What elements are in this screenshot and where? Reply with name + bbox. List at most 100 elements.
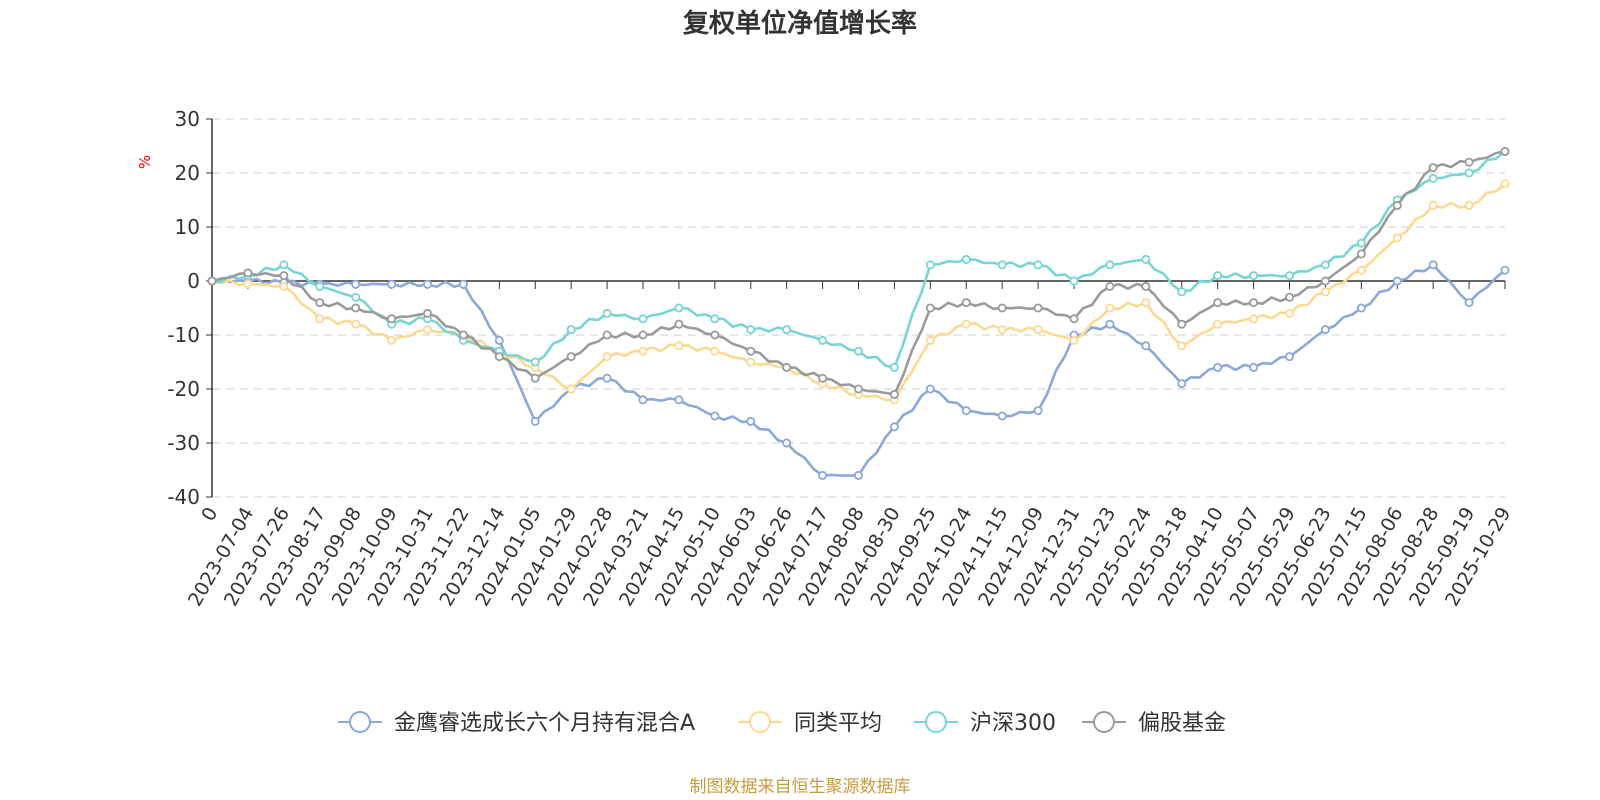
data-point <box>1033 260 1043 270</box>
data-point <box>1392 276 1402 286</box>
data-point <box>674 303 684 313</box>
data-point <box>1285 271 1295 281</box>
data-point <box>1500 265 1510 275</box>
data-point <box>710 411 720 421</box>
chart-title: 复权单位净值增长率 <box>683 8 917 39</box>
data-point <box>566 384 576 394</box>
data-point <box>889 362 899 372</box>
data-point <box>315 314 325 324</box>
source-note: 制图数据来自恒生聚源数据库 <box>690 777 911 797</box>
data-point <box>925 260 935 270</box>
data-point <box>1285 352 1295 362</box>
data-point <box>351 319 361 329</box>
data-point <box>351 279 361 289</box>
legend-marker-icon <box>349 711 371 733</box>
legend-marker-icon <box>749 711 771 733</box>
data-point <box>1356 265 1366 275</box>
legend-label: 沪深300 <box>970 711 1056 736</box>
legend-item-2[interactable]: 沪深300 <box>914 711 1056 736</box>
y-tick-label: -40 <box>167 485 200 509</box>
data-point <box>1320 325 1330 335</box>
data-point <box>351 303 361 313</box>
data-point <box>1464 168 1474 178</box>
data-point <box>854 470 864 480</box>
data-point <box>1177 287 1187 297</box>
data-point <box>638 330 648 340</box>
data-point <box>818 373 828 383</box>
gridlines <box>212 118 1505 498</box>
y-tick-label: 20 <box>175 161 200 185</box>
series-line-0 <box>211 263 1506 477</box>
data-point <box>997 303 1007 313</box>
data-point <box>746 346 756 356</box>
y-tick-labels: 30 20 10 0 -10 -20 -30 -40 <box>167 107 200 509</box>
data-point <box>530 357 540 367</box>
data-point <box>422 325 432 335</box>
data-point <box>1177 379 1187 389</box>
series-line-3 <box>211 150 1506 396</box>
x-tick-label: 0 <box>197 504 222 525</box>
data-point <box>1141 254 1151 264</box>
data-point <box>961 298 971 308</box>
data-point <box>1320 260 1330 270</box>
data-point <box>566 352 576 362</box>
data-point <box>602 308 612 318</box>
data-point <box>602 352 612 362</box>
data-point <box>315 298 325 308</box>
legend-item-3[interactable]: 偏股基金 <box>1082 711 1226 736</box>
data-point <box>387 314 397 324</box>
data-point <box>710 346 720 356</box>
data-point <box>458 279 468 289</box>
data-point <box>494 335 504 345</box>
data-point <box>1033 303 1043 313</box>
data-point <box>961 319 971 329</box>
data-point <box>458 330 468 340</box>
legend-item-1[interactable]: 同类平均 <box>738 711 882 736</box>
data-point <box>1249 362 1259 372</box>
data-point <box>279 271 289 281</box>
data-point <box>1428 260 1438 270</box>
data-point <box>1356 249 1366 259</box>
data-point <box>782 325 792 335</box>
legend-label: 偏股基金 <box>1138 711 1226 736</box>
data-point <box>997 260 1007 270</box>
data-point <box>638 314 648 324</box>
y-tick-label: -10 <box>167 323 200 347</box>
legend-item-0[interactable]: 金鹰睿选成长六个月持有混合A <box>338 711 695 736</box>
data-point <box>710 314 720 324</box>
data-point <box>279 281 289 291</box>
legend[interactable]: 金鹰睿选成长六个月持有混合A 同类平均 沪深300 偏股基金 <box>338 711 1226 736</box>
data-point <box>279 260 289 270</box>
data-point <box>638 346 648 356</box>
series-line-1 <box>211 182 1506 402</box>
data-point <box>746 416 756 426</box>
axes <box>206 118 1506 498</box>
data-point <box>854 384 864 394</box>
data-point <box>1105 281 1115 291</box>
data-point <box>530 416 540 426</box>
data-point <box>710 330 720 340</box>
data-point <box>387 335 397 345</box>
data-point <box>1392 233 1402 243</box>
data-point <box>782 438 792 448</box>
data-point <box>1141 298 1151 308</box>
data-point <box>961 254 971 264</box>
data-point <box>1177 341 1187 351</box>
data-point <box>530 373 540 383</box>
data-point <box>1285 308 1295 318</box>
data-point <box>1285 292 1295 302</box>
y-tick-label: 30 <box>175 107 200 131</box>
data-point <box>1033 406 1043 416</box>
y-tick-label: 0 <box>187 269 200 293</box>
data-point <box>1105 303 1115 313</box>
data-point <box>1213 271 1223 281</box>
data-point <box>1141 281 1151 291</box>
data-point <box>1464 157 1474 167</box>
data-point <box>566 325 576 335</box>
data-point <box>1177 319 1187 329</box>
data-point <box>674 319 684 329</box>
data-point <box>1464 298 1474 308</box>
data-point <box>1213 319 1223 329</box>
data-point <box>854 346 864 356</box>
data-point <box>315 281 325 291</box>
